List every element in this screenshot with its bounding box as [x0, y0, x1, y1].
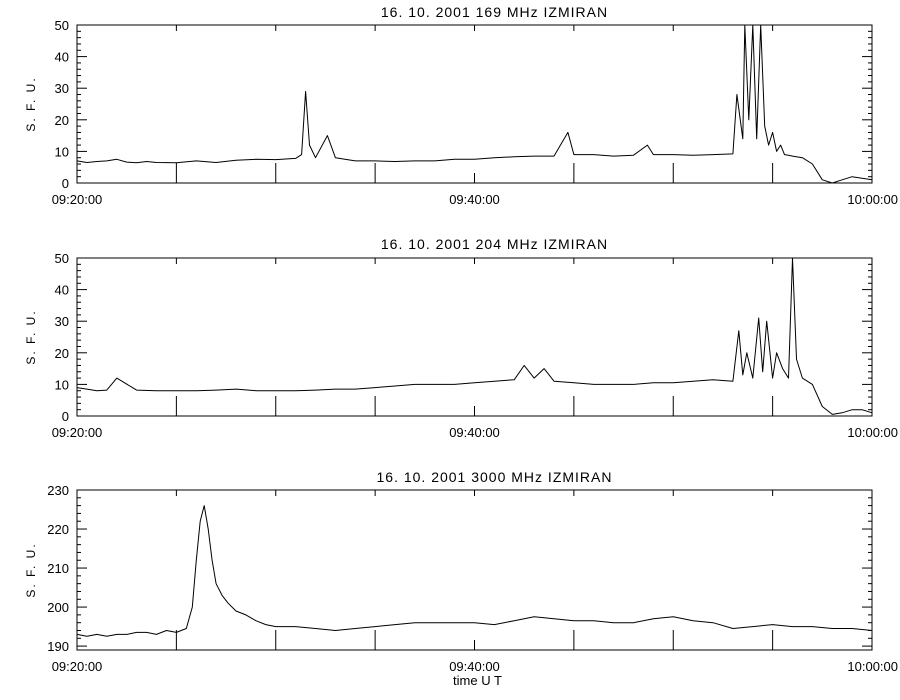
y-tick-label-169mhz-2: 20 [55, 113, 69, 128]
y-tick-label-3000mhz-3: 220 [47, 522, 69, 537]
chart-title-169mhz: 16. 10. 2001 169 MHz IZMIRAN [381, 4, 608, 20]
series-line-3000mhz-0 [76, 505, 873, 637]
plot-frame-3000mhz [76, 489, 873, 651]
chart-title-3000mhz: 16. 10. 2001 3000 MHz IZMIRAN [377, 469, 613, 485]
x-tick-label-169mhz-2: 10:00:00 [847, 192, 898, 207]
y-axis-label-169mhz: S. F. U. [24, 76, 38, 131]
y-tick-label-204mhz-3: 30 [55, 314, 69, 329]
y-tick-label-204mhz-4: 40 [55, 283, 69, 298]
plot-frame-204mhz [76, 257, 873, 417]
y-tick-label-204mhz-2: 20 [55, 346, 69, 361]
x-tick-label-3000mhz-1: 09:40:00 [449, 659, 500, 674]
y-tick-label-169mhz-0: 0 [62, 176, 69, 191]
y-tick-label-169mhz-4: 40 [55, 50, 69, 65]
x-tick-label-169mhz-1: 09:40:00 [449, 192, 500, 207]
series-line-204mhz-0 [76, 257, 873, 415]
y-tick-label-3000mhz-0: 190 [47, 639, 69, 654]
x-tick-label-169mhz-0: 09:20:00 [52, 192, 103, 207]
x-tick-label-204mhz-2: 10:00:00 [847, 425, 898, 440]
x-tick-label-3000mhz-2: 10:00:00 [847, 659, 898, 674]
chart-panel-169mhz: 16. 10. 2001 169 MHz IZMIRAN S. F. U. 0 10 2… [24, 4, 898, 207]
y-axis-label-204mhz: S. F. U. [24, 309, 38, 364]
x-tick-label-204mhz-0: 09:20:00 [52, 425, 103, 440]
chart-panel-3000mhz: 16. 10. 2001 3000 MHz IZMIRAN S. F. U. 190… [24, 469, 898, 688]
y-tick-label-204mhz-0: 0 [62, 409, 69, 424]
y-tick-label-3000mhz-2: 210 [47, 561, 69, 576]
chart-panel-204mhz: 16. 10. 2001 204 MHz IZMIRAN S. F. U. 0 10 2… [24, 236, 898, 440]
x-tick-label-204mhz-1: 09:40:00 [449, 425, 500, 440]
chart-title-204mhz: 16. 10. 2001 204 MHz IZMIRAN [381, 236, 608, 252]
x-tick-label-3000mhz-0: 09:20:00 [52, 659, 103, 674]
y-axis-label-3000mhz: S. F. U. [24, 542, 38, 597]
y-tick-label-204mhz-1: 10 [55, 377, 69, 392]
y-tick-label-169mhz-1: 10 [55, 144, 69, 159]
y-tick-label-169mhz-3: 30 [55, 81, 69, 96]
x-axis-label-3000mhz: time U T [453, 673, 502, 688]
y-tick-label-3000mhz-4: 230 [47, 483, 69, 498]
y-tick-label-3000mhz-1: 200 [47, 600, 69, 615]
y-tick-label-169mhz-5: 50 [55, 18, 69, 33]
y-tick-label-204mhz-5: 50 [55, 251, 69, 266]
series-line-169mhz-0 [76, 24, 873, 184]
